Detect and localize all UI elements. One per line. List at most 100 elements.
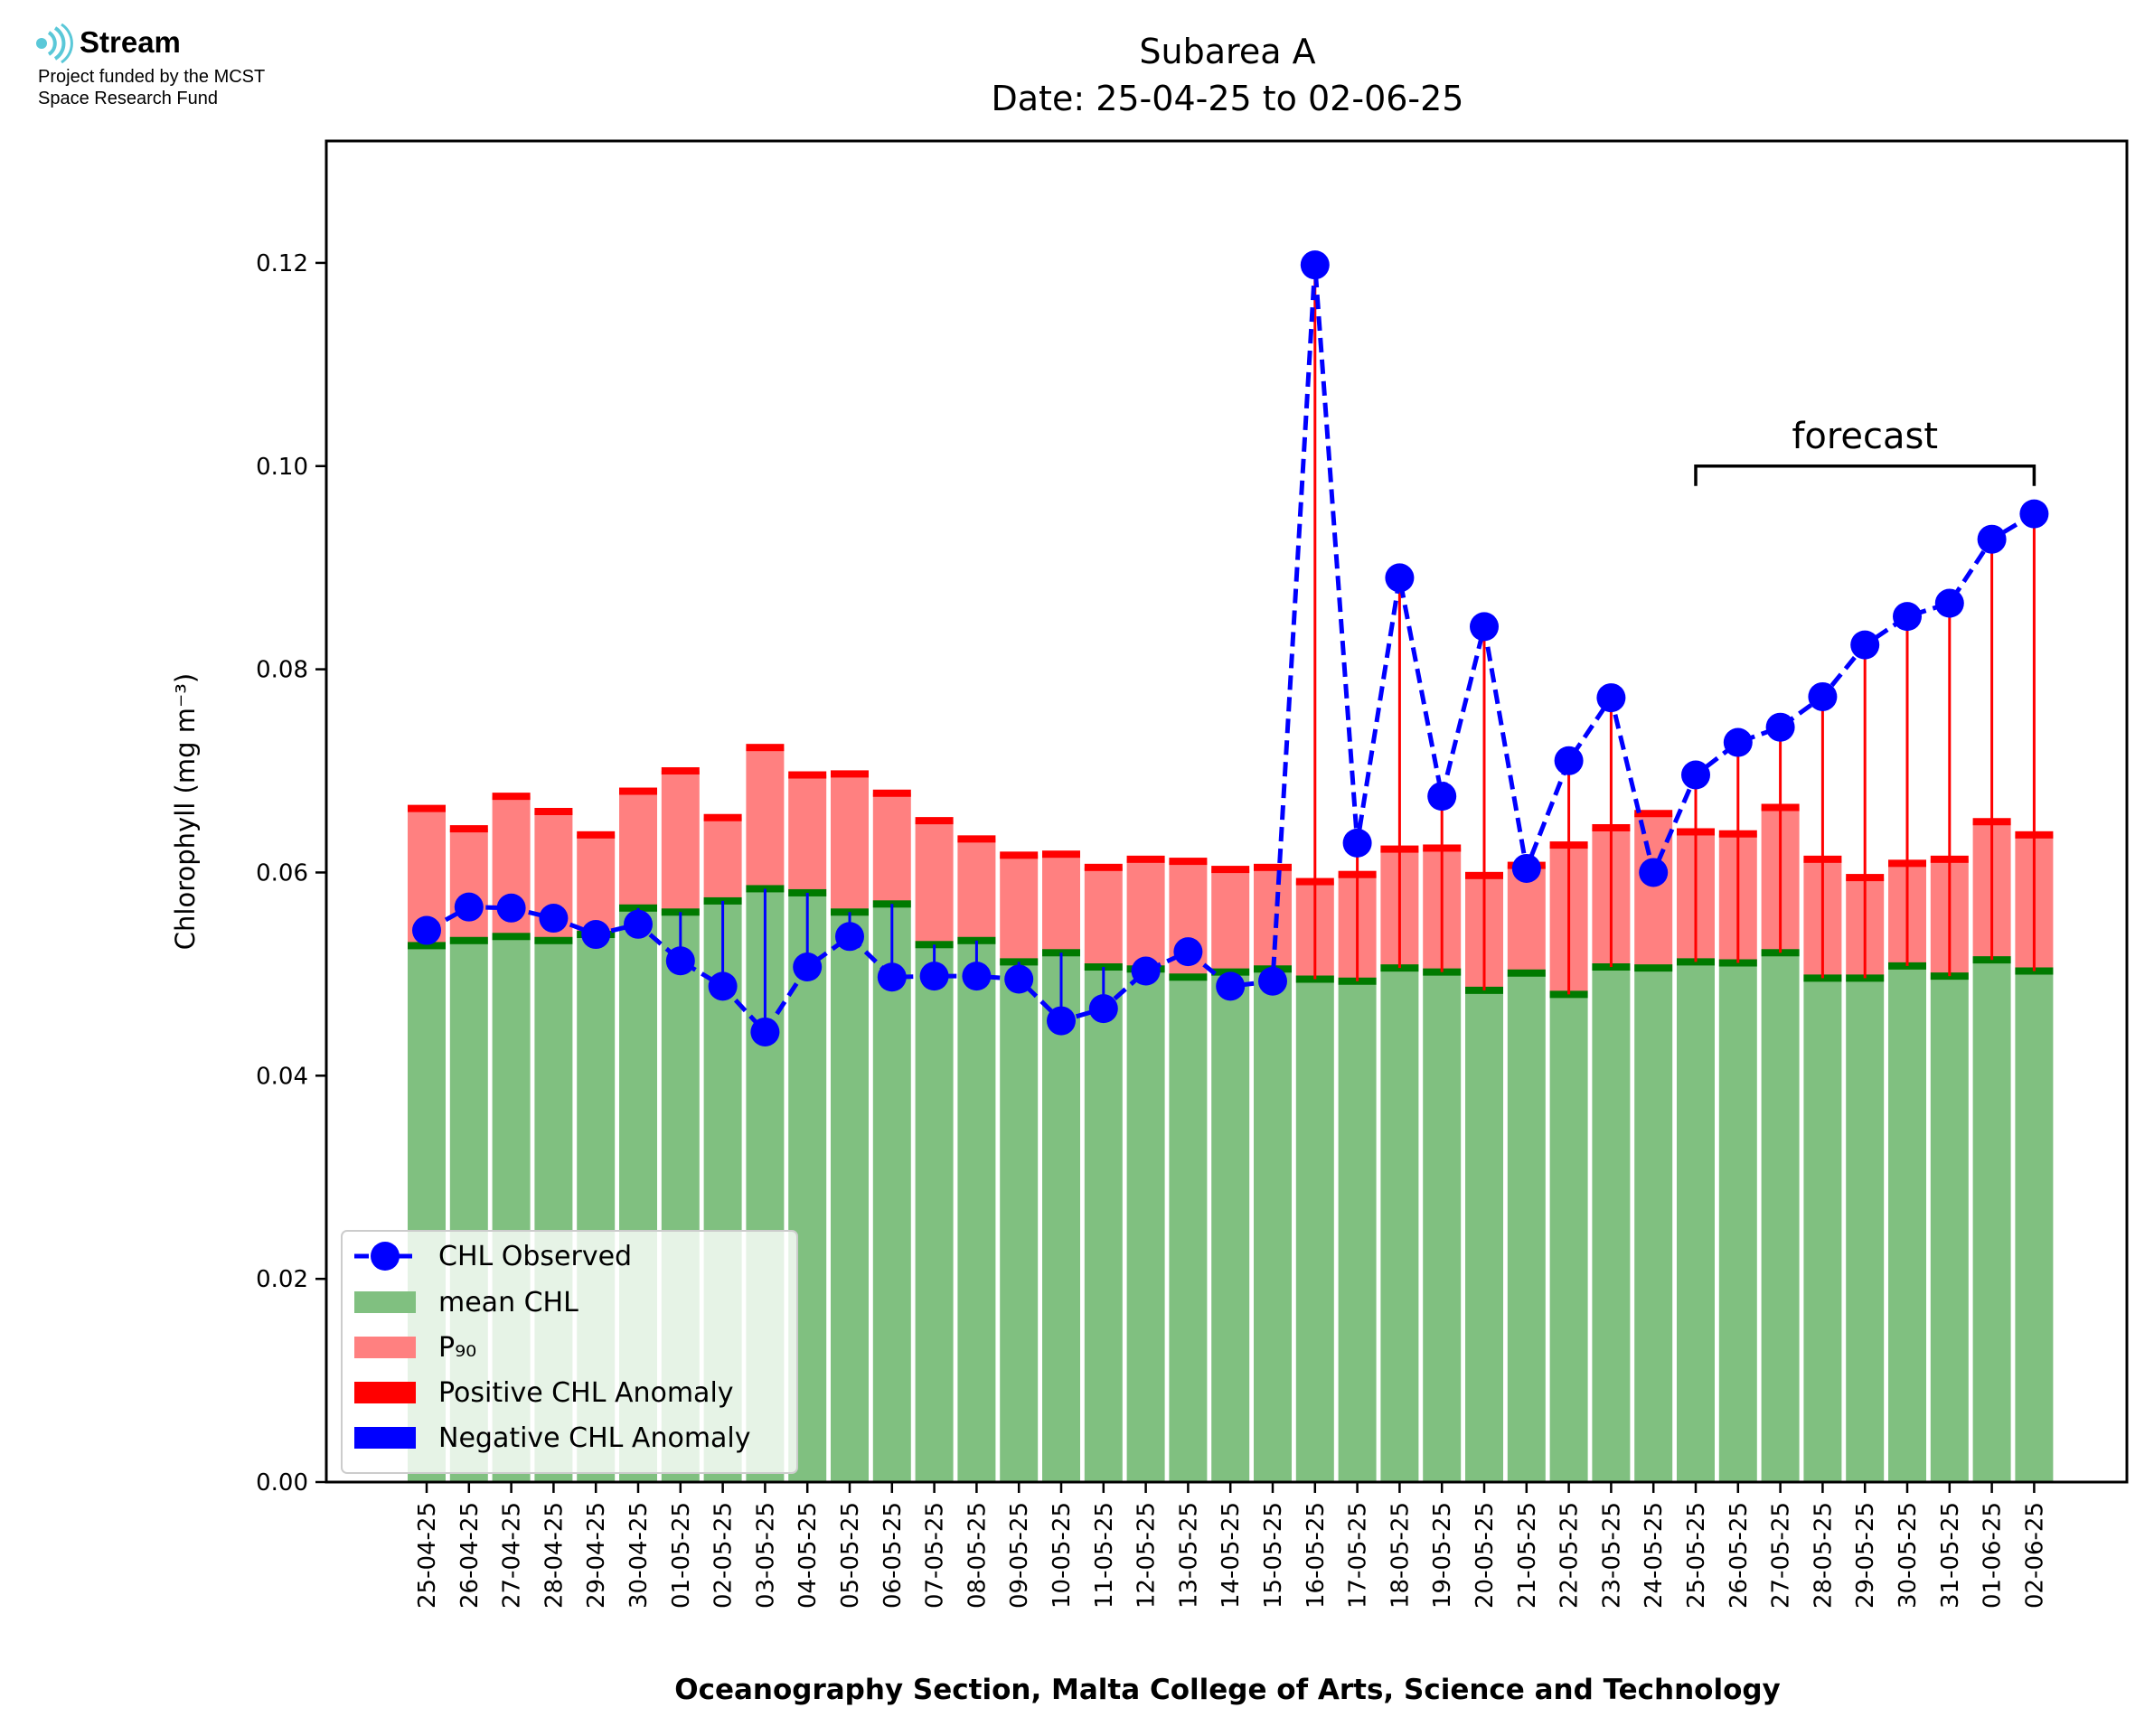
- p90-cap-07-05-25: [915, 817, 954, 825]
- legend-frame: [341, 1230, 798, 1474]
- mean-chl-bar-20-05-25: [1465, 990, 1503, 1482]
- p90-cap-13-05-25: [1169, 858, 1208, 866]
- x-axis-label: Oceanography Section, Malta College of A…: [674, 1674, 1781, 1706]
- mean-chl-bar-23-05-25: [1592, 967, 1631, 1482]
- p90-bar-29-04-25: [577, 834, 616, 935]
- anomaly-layer: [636, 265, 2036, 1032]
- p90-cap-03-05-25: [746, 744, 785, 752]
- y-tick-label: 0.10: [256, 454, 308, 481]
- mean-chl-bar-15-05-25: [1254, 969, 1292, 1482]
- mean-chl-bar-10-05-25: [1042, 952, 1080, 1482]
- y-tick-label: 0.02: [256, 1266, 308, 1293]
- x-tick-label: 10-05-25: [1049, 1502, 1076, 1609]
- mean-chl-bar-13-05-25: [1169, 977, 1208, 1482]
- mean-chl-bar-14-05-25: [1211, 971, 1250, 1482]
- mean-chl-bar-24-05-25: [1634, 968, 1673, 1482]
- mean-chl-cap-26-04-25: [449, 936, 488, 944]
- p90-bar-02-05-25: [703, 817, 742, 901]
- p90-bar-08-05-25: [957, 839, 996, 941]
- x-axis: 25-04-25 26-04-25 27-04-25 28-04-25 29-04-25…: [414, 1482, 2048, 1609]
- x-tick-label: 29-04-25: [583, 1502, 610, 1609]
- p90-cap-05-05-25: [831, 770, 869, 778]
- observed-point-04-05-25: [793, 952, 823, 982]
- p90-bar-26-04-25: [449, 829, 488, 941]
- x-tick-label: 21-05-25: [1514, 1502, 1541, 1609]
- x-tick-label: 11-05-25: [1091, 1502, 1118, 1609]
- legend-negative-swatch: [354, 1427, 416, 1449]
- observed-point-18-05-25: [1385, 563, 1415, 593]
- p90-cap-24-05-25: [1634, 810, 1673, 818]
- p90-cap-08-05-25: [957, 835, 996, 843]
- mean-chl-cap-27-04-25: [492, 933, 531, 941]
- legend-label: Negative CHL Anomaly: [438, 1422, 751, 1454]
- p90-bar-09-05-25: [1000, 855, 1039, 962]
- x-tick-label: 27-05-25: [1768, 1502, 1795, 1609]
- forecast-label: forecast: [1792, 416, 1938, 457]
- observed-point-16-05-25: [1300, 250, 1330, 280]
- observed-point-07-05-25: [919, 962, 949, 991]
- mean-chl-bar-06-05-25: [872, 904, 911, 1482]
- observed-point-02-05-25: [708, 971, 738, 1001]
- legend-observed-marker: [371, 1242, 400, 1271]
- observed-point-23-05-25: [1596, 683, 1626, 713]
- observed-point-29-04-25: [581, 920, 611, 950]
- p90-bar-30-04-25: [619, 791, 657, 908]
- mean-chl-bar-07-05-25: [915, 944, 954, 1482]
- mean-chl-bar-25-05-25: [1677, 962, 1715, 1482]
- mean-chl-bar-19-05-25: [1423, 971, 1462, 1482]
- chart-title: Subarea A: [1139, 32, 1315, 71]
- observed-point-01-06-25: [1977, 524, 2007, 554]
- p90-bar-10-05-25: [1042, 854, 1080, 953]
- mean-chl-bar-01-06-25: [1972, 960, 2011, 1482]
- x-tick-label: 05-05-25: [837, 1502, 864, 1609]
- mean-chl-bar-28-05-25: [1803, 978, 1842, 1482]
- observed-point-26-04-25: [454, 892, 484, 922]
- y-tick-label: 0.12: [256, 250, 308, 277]
- mean-chl-bar-05-05-25: [831, 912, 869, 1482]
- x-tick-label: 31-05-25: [1937, 1502, 1964, 1609]
- p90-bar-06-05-25: [872, 793, 911, 905]
- y-tick-label: 0.06: [256, 859, 308, 887]
- x-tick-label: 30-05-25: [1895, 1502, 1922, 1609]
- y-tick-label: 0.04: [256, 1063, 308, 1090]
- p90-cap-26-04-25: [449, 825, 488, 833]
- mean-chl-cap-13-05-25: [1169, 973, 1208, 981]
- observed-point-27-05-25: [1765, 712, 1795, 742]
- observed-point-12-05-25: [1131, 956, 1161, 986]
- p90-bar-21-05-25: [1507, 865, 1546, 973]
- observed-point-03-05-25: [750, 1017, 780, 1046]
- observed-point-06-05-25: [877, 962, 907, 992]
- chart-subtitle: Date: 25-04-25 to 02-06-25: [992, 79, 1464, 118]
- legend-positive-swatch: [354, 1382, 416, 1403]
- legend-label: mean CHL: [438, 1287, 578, 1318]
- mean-chl-bar-08-05-25: [957, 940, 996, 1482]
- legend-label: Positive CHL Anomaly: [438, 1377, 734, 1409]
- mean-chl-bar-12-05-25: [1126, 969, 1165, 1482]
- x-tick-label: 02-06-25: [2021, 1502, 2048, 1609]
- legend-label: P₉₀: [438, 1332, 476, 1364]
- stream-logo-icon: [36, 23, 73, 63]
- observed-point-13-05-25: [1173, 937, 1203, 967]
- mean-chl-bar-31-05-25: [1930, 976, 1969, 1482]
- p90-cap-27-04-25: [492, 793, 531, 801]
- legend-p90-swatch: [354, 1337, 416, 1358]
- observed-point-29-05-25: [1850, 630, 1880, 660]
- observed-point-20-05-25: [1470, 612, 1499, 642]
- p90-cap-12-05-25: [1126, 855, 1165, 863]
- observed-point-30-05-25: [1893, 602, 1922, 632]
- mean-chl-bar-21-05-25: [1507, 972, 1546, 1482]
- p90-cap-25-04-25: [408, 804, 446, 812]
- p90-bar-14-05-25: [1211, 869, 1250, 972]
- x-tick-label: 26-04-25: [456, 1502, 484, 1609]
- x-tick-label: 14-05-25: [1218, 1502, 1245, 1609]
- forecast-annotation: forecast: [1694, 416, 2036, 486]
- bars-layer: [408, 744, 2054, 1482]
- x-tick-label: 30-04-25: [626, 1502, 653, 1609]
- p90-cap-15-05-25: [1254, 863, 1292, 871]
- x-tick-label: 06-05-25: [879, 1502, 907, 1609]
- x-tick-label: 26-05-25: [1726, 1502, 1753, 1609]
- x-tick-label: 17-05-25: [1345, 1502, 1372, 1609]
- x-tick-label: 27-04-25: [499, 1502, 526, 1609]
- observed-point-26-05-25: [1723, 727, 1753, 757]
- observed-line-layer: [412, 250, 2049, 1046]
